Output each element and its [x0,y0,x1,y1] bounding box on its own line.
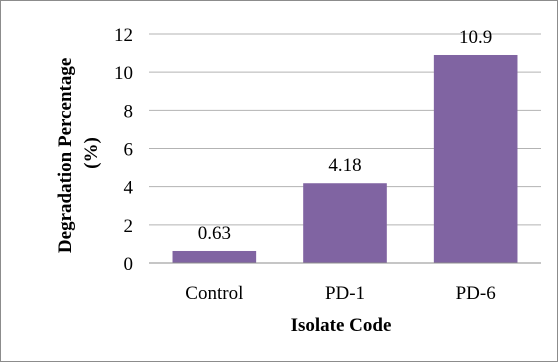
y-tick-label: 2 [124,216,134,237]
y-axis-title: Degradation Percentage (%) [55,53,102,253]
x-tick-labels: Control PD-1 PD-6 [185,283,495,304]
y-axis-title-line1: Degradation Percentage [55,58,76,253]
bars [172,54,518,263]
y-tick-labels: 0 2 4 6 8 10 12 [114,25,134,275]
x-axis-title: Isolate Code [291,315,392,336]
y-tick-label: 0 [124,254,134,275]
data-label: 0.63 [198,223,231,244]
x-tick-label: PD-1 [325,283,365,304]
y-tick-label: 8 [124,101,134,122]
y-axis-title-line2: (%) [81,137,102,169]
y-tick-label: 12 [114,25,133,46]
x-tick-label: PD-6 [456,283,496,304]
y-tick-label: 4 [124,178,134,199]
y-tick-label: 6 [124,140,134,161]
data-label: 4.18 [328,155,361,176]
x-tick-label: Control [185,283,243,304]
bar-pd-6 [433,54,518,263]
bar-pd-1 [303,183,387,263]
bar-control [172,250,257,263]
data-label: 10.9 [459,27,492,48]
data-labels: 0.63 4.18 10.9 [198,27,493,244]
y-tick-label: 10 [114,63,133,84]
